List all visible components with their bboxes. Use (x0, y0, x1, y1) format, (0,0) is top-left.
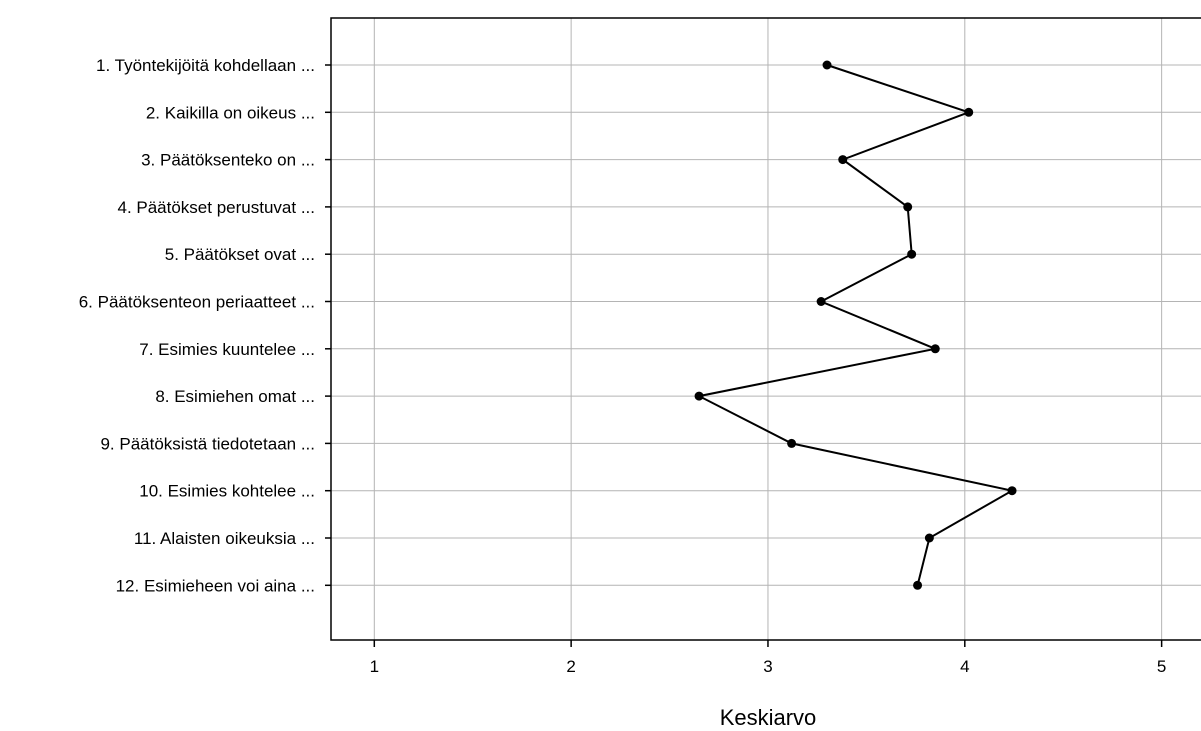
data-point (903, 202, 913, 212)
x-tick-label: 2 (566, 657, 575, 676)
category-label: 10. Esimies kohtelee ... (139, 482, 315, 501)
x-tick-label: 3 (763, 657, 772, 676)
x-tick-marks (373, 640, 1163, 647)
category-label: 8. Esimiehen omat ... (155, 387, 315, 406)
y-tick-marks (325, 64, 331, 587)
data-point (816, 297, 826, 306)
category-label: 2. Kaikilla on oikeus ... (146, 103, 315, 122)
category-label: 1. Työntekijöitä kohdellaan ... (96, 56, 315, 75)
category-label: 6. Päätöksenteon periaatteet ... (79, 293, 315, 312)
data-point (694, 391, 704, 401)
data-point (822, 60, 832, 70)
data-point (838, 155, 848, 165)
category-label: 7. Esimies kuuntelee ... (139, 340, 315, 359)
category-label: 3. Päätöksenteko on ... (141, 151, 315, 170)
category-label: 12. Esimieheen voi aina ... (116, 576, 315, 595)
data-point (787, 438, 797, 448)
data-point (907, 249, 917, 259)
grid-lines (331, 18, 1201, 640)
category-label: 11. Alaisten oikeuksia ... (134, 529, 315, 548)
x-tick-labels: 1 2 3 4 5 (370, 657, 1167, 676)
category-label: 9. Päätöksistä tiedotetaan ... (100, 434, 315, 453)
category-label: 4. Päätökset perustuvat ... (117, 198, 315, 217)
category-label: 5. Päätökset ovat ... (165, 245, 315, 264)
data-point (924, 533, 934, 543)
x-axis-title: Keskiarvo (720, 705, 817, 730)
series-line (696, 64, 1015, 586)
x-tick-label: 4 (960, 657, 969, 676)
data-point (1007, 486, 1017, 496)
x-tick-label: 5 (1157, 657, 1166, 676)
category-labels: 1. Työntekijöitä kohdellaan ... 2. Kaikil… (79, 56, 315, 595)
plot-frame (330, 17, 1201, 641)
data-points (694, 60, 1017, 590)
data-point (930, 344, 940, 354)
data-point (964, 107, 974, 117)
x-tick-label: 1 (370, 657, 379, 676)
data-point (913, 580, 923, 590)
